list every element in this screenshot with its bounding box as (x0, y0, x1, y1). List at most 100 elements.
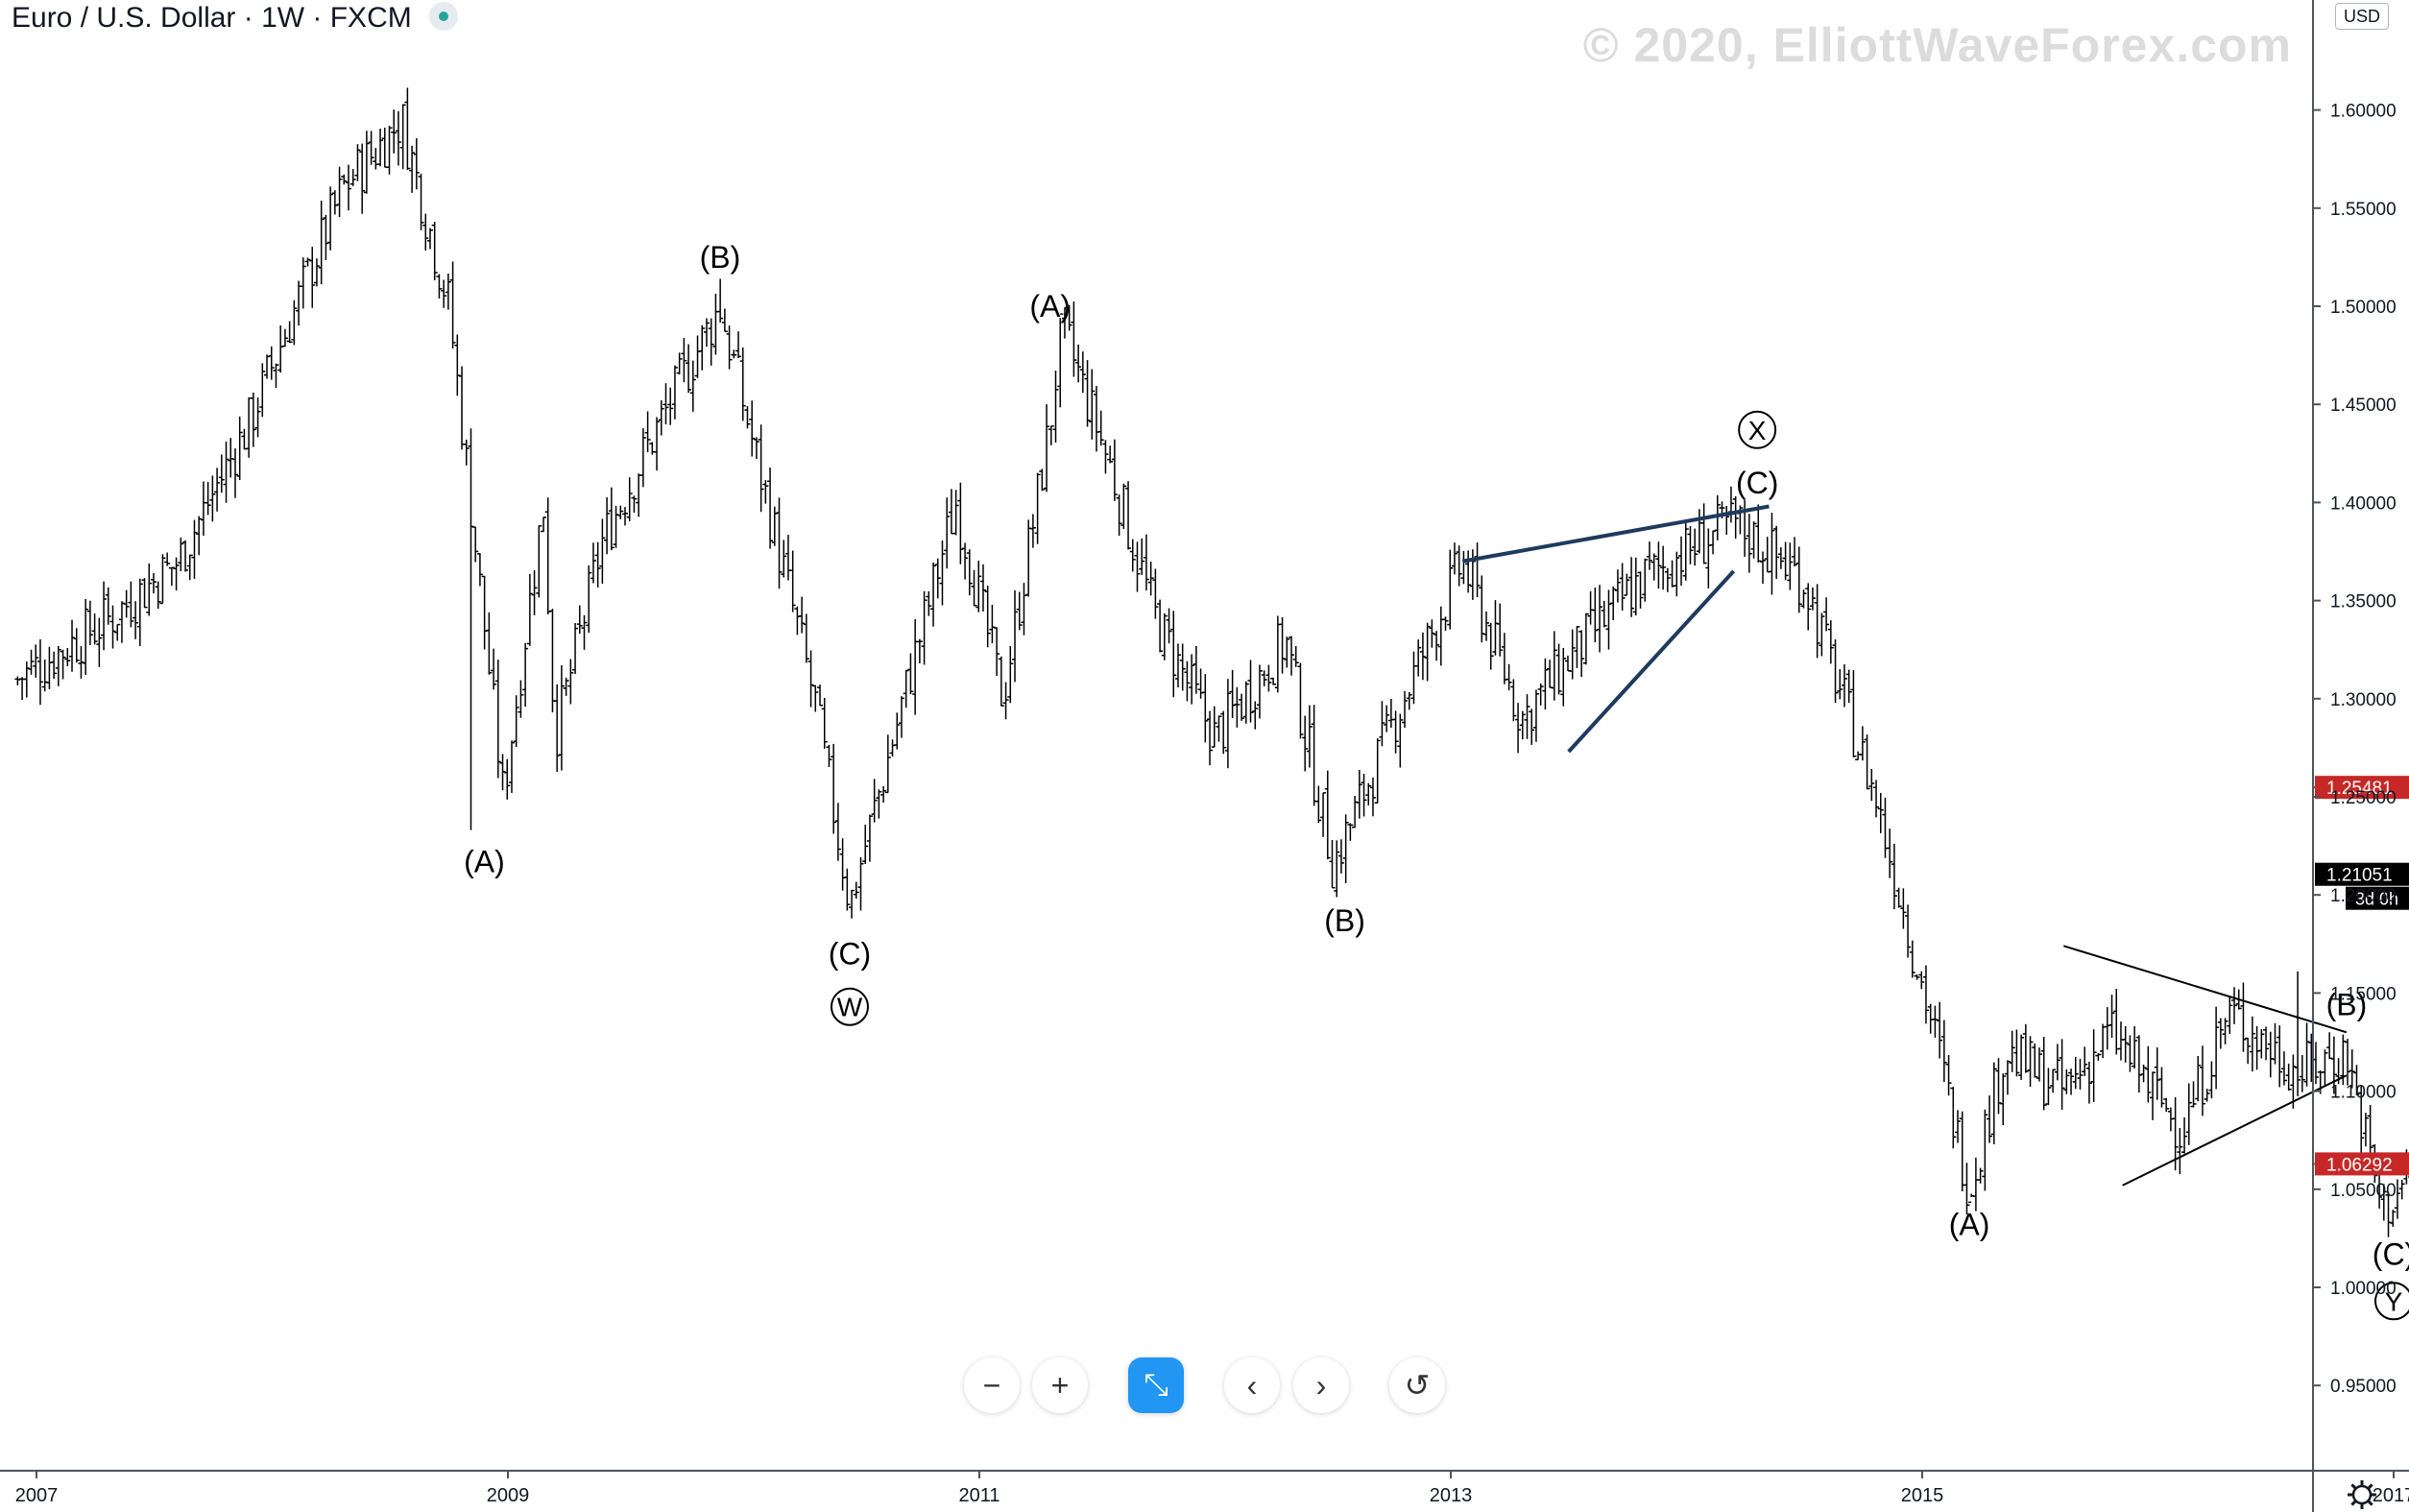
price-bar (803, 613, 809, 663)
price-bar (2036, 1047, 2042, 1082)
price-bar (1334, 840, 1340, 898)
price-bar (105, 587, 111, 625)
price-bar (1075, 344, 1082, 383)
price-bar (2362, 1113, 2369, 1147)
price-bar (1247, 660, 1254, 723)
price-bar (2295, 971, 2301, 1096)
price-bar (1048, 425, 1054, 445)
price-bar (2054, 1044, 2060, 1081)
price-bar (55, 645, 61, 686)
price-bar (1769, 513, 1775, 595)
price-bar (2326, 1032, 2333, 1060)
price-bar (812, 684, 819, 712)
countdown-label: 3d 0h (2355, 890, 2398, 909)
price-bar (1755, 504, 1762, 563)
price-bar (1542, 658, 1549, 710)
settings-gear-icon (2348, 1480, 2376, 1509)
price-bar (2154, 1047, 2160, 1100)
wave-label: (B) (700, 240, 741, 275)
price-bar (789, 550, 796, 612)
price-bar (771, 506, 778, 546)
svg-text:W: W (837, 993, 863, 1022)
price-bar (1882, 797, 1889, 858)
wave-label: (C) (2373, 1236, 2409, 1271)
price-bar (1002, 682, 1009, 720)
price-bar (617, 505, 624, 519)
price-bar (19, 677, 26, 701)
price-bar (681, 338, 687, 383)
price-bar (626, 477, 633, 522)
price-bar (377, 129, 384, 167)
price-bar (939, 540, 946, 606)
price-bar (214, 468, 221, 512)
zoom-out-button[interactable]: − (964, 1357, 1020, 1413)
svg-text:(C): (C) (1736, 466, 1778, 500)
scroll-left-button[interactable]: ‹ (1224, 1357, 1280, 1413)
price-bar (1624, 573, 1630, 596)
scroll-right-button[interactable]: › (1293, 1357, 1349, 1413)
price-bar (1093, 385, 1099, 452)
svg-text:(B): (B) (1324, 903, 1365, 938)
price-bar (1429, 619, 1435, 648)
price-bar (930, 562, 937, 627)
price-bar (2195, 1056, 2202, 1102)
price-bar (368, 131, 374, 165)
price-bar (2104, 1007, 2110, 1050)
price-bar (721, 308, 728, 333)
price-bar (1714, 494, 1721, 540)
price-bar (1597, 585, 1603, 653)
price-bar (1873, 780, 1880, 818)
price-bar (381, 127, 388, 168)
price-bar (23, 661, 30, 698)
price-bar (2072, 1056, 2079, 1090)
price-bar (296, 280, 302, 326)
price-bar (250, 392, 256, 447)
price-bar (1252, 701, 1259, 730)
price-bar (323, 214, 329, 260)
price-bar (1682, 520, 1689, 581)
price-bar (1125, 481, 1132, 550)
price-bar (69, 619, 76, 672)
price-bar (948, 489, 954, 535)
price-bar (1529, 708, 1535, 745)
price-bar (1207, 710, 1214, 766)
zoom-in-button[interactable]: + (1032, 1357, 1088, 1413)
price-bar (686, 344, 692, 394)
price-tick-label: 1.45000 (2330, 396, 2397, 416)
price-bar (454, 334, 461, 396)
price-bar (631, 495, 638, 514)
price-bar (541, 516, 547, 533)
price-bar (281, 328, 288, 348)
price-bar (1569, 629, 1576, 680)
price-bar (2108, 995, 2115, 1038)
price-bar (1179, 643, 1186, 691)
currency-button[interactable]: USD (2335, 3, 2389, 30)
price-bar (1877, 793, 1884, 833)
price-bar (418, 173, 424, 230)
price-bar (1079, 351, 1086, 394)
price-bar (1220, 710, 1227, 755)
symbol-title[interactable]: Euro / U.S. Dollar · 1W · FXCM (12, 2, 458, 35)
price-bar (1016, 591, 1023, 631)
price-bar (2045, 1068, 2052, 1106)
price-bar (1406, 691, 1412, 710)
price-bar (1152, 568, 1159, 619)
price-bar (2127, 1035, 2133, 1072)
price-bar (703, 318, 710, 348)
reset-chart-button[interactable]: ↺ (1389, 1357, 1445, 1413)
price-bar (436, 274, 443, 299)
price-bar (749, 400, 756, 457)
wave-label-circled: Y (2374, 1282, 2409, 1321)
price-bar (1977, 1167, 1984, 1184)
price-bar (966, 549, 973, 596)
price-bar (1216, 715, 1222, 742)
price-bar (1447, 549, 1454, 630)
price-bar (268, 346, 275, 380)
price-bar (1424, 622, 1431, 682)
price-bar (1402, 690, 1409, 729)
reset-scale-button[interactable]: ⤡ (1128, 1357, 1184, 1413)
price-bar (1337, 839, 1344, 874)
price-bar (1592, 588, 1599, 643)
price-bar (1632, 557, 1639, 616)
